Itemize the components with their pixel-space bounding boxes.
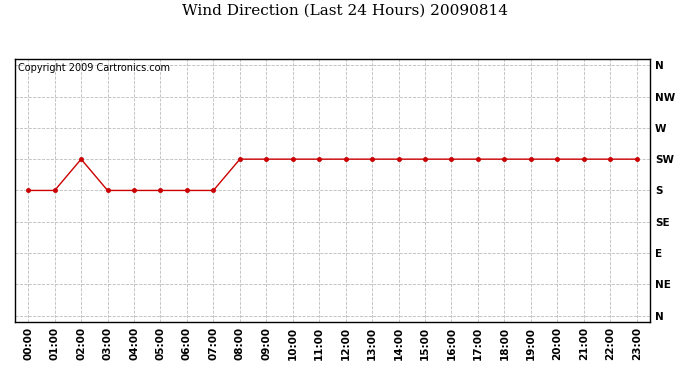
Text: Wind Direction (Last 24 Hours) 20090814: Wind Direction (Last 24 Hours) 20090814: [182, 4, 508, 18]
Text: Copyright 2009 Cartronics.com: Copyright 2009 Cartronics.com: [18, 63, 170, 73]
